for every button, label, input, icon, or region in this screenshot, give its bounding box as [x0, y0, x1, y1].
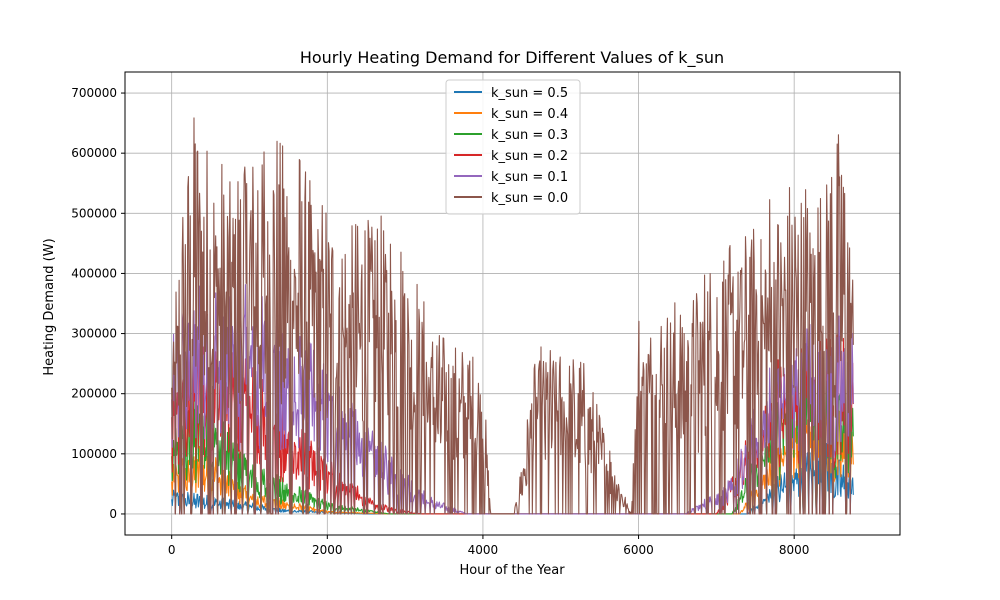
y-tick-label: 400000	[71, 266, 117, 280]
legend-entry: k_sun = 0.4	[491, 107, 568, 122]
legend: k_sun = 0.5 k_sun = 0.4 k_sun = 0.3 k_sun =…	[445, 79, 581, 215]
y-tick-label: 0	[109, 507, 117, 521]
y-tick-label: 600000	[71, 146, 117, 160]
y-tick-label: 200000	[71, 387, 117, 401]
legend-entry: k_sun = 0.1	[491, 170, 568, 185]
chart-title: Hourly Heating Demand for Different Valu…	[300, 48, 724, 68]
plot-frame	[124, 71, 901, 536]
y-tick-label: 100000	[71, 447, 117, 461]
legend-entry: k_sun = 0.2	[491, 149, 568, 164]
y-tick-label: 700000	[71, 86, 117, 100]
legend-entry: k_sun = 0.0	[491, 191, 568, 206]
legend-entry: k_sun = 0.5	[491, 86, 568, 101]
legend-entry: k_sun = 0.3	[491, 128, 568, 143]
plot-area	[171, 117, 854, 515]
axes	[124, 71, 901, 536]
x-tick-label: 0	[168, 543, 176, 557]
y-axis-label: Heating Demand (W)	[42, 238, 57, 375]
x-tick-label: 4000	[468, 543, 499, 557]
x-axis-label: Hour of the Year	[459, 563, 565, 578]
x-tick-label: 2000	[312, 543, 343, 557]
x-tick-label: 6000	[623, 543, 654, 557]
x-tick-label: 8000	[779, 543, 810, 557]
y-tick-label: 500000	[71, 206, 117, 220]
ticks: 0 2000 4000 6000 8000 0 100000 200000 300000 4000…	[71, 86, 809, 557]
y-tick-label: 300000	[71, 327, 117, 341]
series-line-5	[171, 117, 854, 515]
